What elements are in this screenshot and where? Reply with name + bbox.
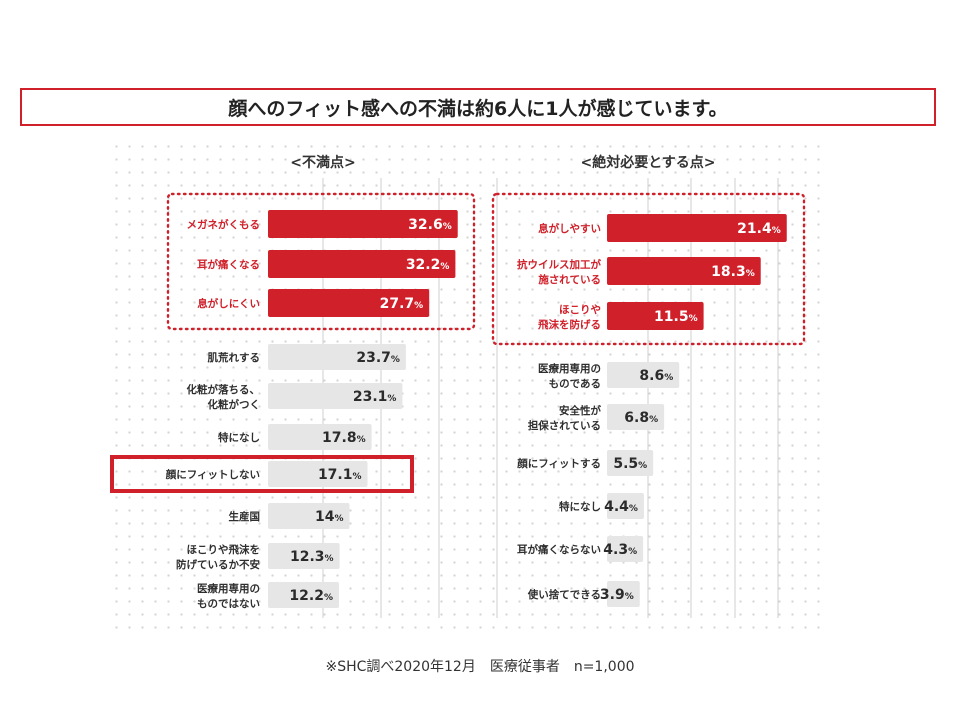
category-label-2-9: 使い捨てできる: [527, 588, 601, 601]
category-label-1-9: ほこりや飛沫を防げているか不安: [176, 543, 260, 571]
value-label-2-8: 4.3%: [603, 542, 637, 558]
value-label-2-2: 18.3%: [711, 264, 755, 280]
value-label-2-6: 5.5%: [613, 456, 647, 472]
bar-2-3: [607, 302, 704, 330]
bar-2-5: [607, 404, 665, 430]
category-label-2-5: 安全性が担保されている: [528, 404, 602, 432]
value-label-2-7: 4.4%: [604, 499, 638, 515]
value-label-1-9: 12.3%: [290, 549, 334, 565]
bar-1-9: [268, 543, 340, 569]
bar-2-7: [607, 493, 644, 519]
category-label-1-1: メガネがくもる: [187, 218, 261, 231]
bar-1-6: [268, 424, 372, 450]
bar-2-2: [607, 257, 761, 285]
category-label-2-2: 抗ウイルス加工が施されている: [517, 258, 601, 286]
highlight-box-1: [166, 192, 476, 331]
category-label-1-2: 耳が痛くなる: [197, 258, 260, 271]
value-label-1-5: 23.1%: [353, 389, 397, 405]
bar-1-7: [268, 461, 368, 487]
value-label-1-1: 32.6%: [408, 217, 452, 233]
value-label-1-3: 27.7%: [380, 296, 424, 312]
footnote: ※SHC調べ2020年12月 医療従事者 n=1,000: [325, 659, 635, 675]
value-label-1-7: 17.1%: [318, 467, 362, 483]
category-label-2-8: 耳が痛くならない: [517, 543, 601, 556]
category-label-1-8: 生産国: [229, 510, 261, 523]
category-label-2-4: 医療用専用のものである: [538, 362, 601, 390]
bar-1-8: [268, 503, 350, 529]
category-label-2-3: ほこりや飛沫を防げる: [537, 304, 601, 331]
focus-box-face-fit: [110, 455, 414, 493]
bar-1-10: [268, 582, 340, 608]
category-label-2-6: 顔にフィットする: [516, 457, 601, 470]
headline-text: 顔へのフィット感への不満は約6人に1人が感じています。: [228, 97, 728, 120]
bar-1-3: [268, 289, 430, 317]
value-label-1-4: 23.7%: [356, 350, 400, 366]
category-label-1-10: 医療用専用のものではない: [197, 582, 260, 610]
chart-title-1: <不満点>: [290, 154, 355, 171]
value-label-1-8: 14%: [315, 509, 344, 525]
category-label-2-1: 息がしやすい: [538, 222, 601, 235]
category-label-1-5: 化粧が落ちる、化粧がつく: [187, 383, 261, 411]
category-label-1-6: 特になし: [218, 431, 260, 444]
value-label-1-6: 17.8%: [322, 430, 366, 446]
headline-box: 顔へのフィット感への不満は約6人に1人が感じています。: [20, 88, 936, 126]
highlight-box-2: [491, 192, 806, 346]
value-label-2-5: 6.8%: [624, 410, 658, 426]
category-label-1-4: 肌荒れする: [208, 351, 261, 364]
bar-2-4: [607, 362, 680, 388]
category-label-1-3: 息がしにくい: [197, 297, 260, 310]
category-label-1-7: 顔にフィットしない: [165, 468, 260, 481]
category-label-2-7: 特になし: [559, 500, 601, 513]
bar-2-9: [607, 581, 640, 607]
value-label-2-4: 8.6%: [639, 368, 673, 384]
bar-2-8: [607, 536, 644, 562]
value-label-1-2: 32.2%: [406, 257, 450, 273]
value-label-2-3: 11.5%: [654, 309, 698, 325]
value-label-2-9: 3.9%: [600, 587, 634, 603]
bar-charts: <不満点> 32.6% メガネがくもる 32.2% 耳が痛くなる 27.7% 息がしにくい 2…: [110, 154, 806, 618]
bar-1-2: [268, 250, 456, 278]
bar-2-6: [607, 450, 654, 476]
chart-area: <不満点> 32.6% メガネがくもる 32.2% 耳が痛くなる 27.7% 息がしにくい 2…: [110, 140, 825, 630]
bar-1-1: [268, 210, 458, 238]
value-label-1-10: 12.2%: [289, 588, 333, 604]
bar-1-5: [268, 383, 403, 409]
bar-1-4: [268, 344, 406, 370]
value-label-2-1: 21.4%: [737, 221, 781, 237]
chart-title-2: <絶対必要とする点>: [580, 154, 715, 171]
bar-2-1: [607, 214, 787, 242]
